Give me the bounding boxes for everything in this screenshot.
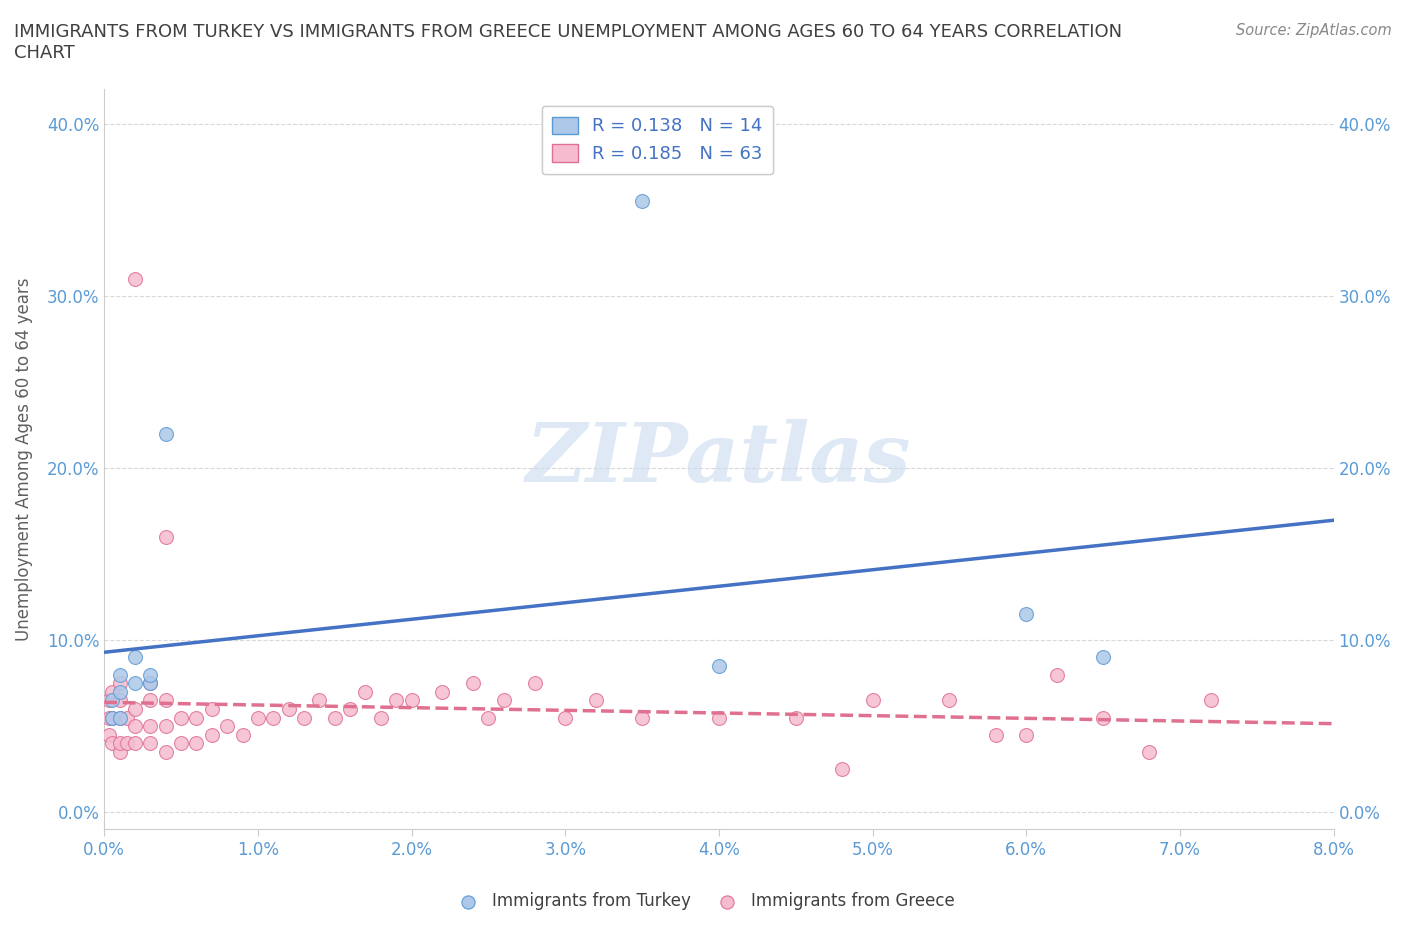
Text: Source: ZipAtlas.com: Source: ZipAtlas.com <box>1236 23 1392 38</box>
Point <box>339 701 361 716</box>
Point <box>1015 727 1038 742</box>
Point <box>155 719 177 734</box>
Point <box>186 736 208 751</box>
Point <box>354 684 377 699</box>
Point <box>155 529 177 544</box>
Point <box>101 711 124 725</box>
Point <box>139 719 162 734</box>
Point <box>246 711 269 725</box>
Point <box>232 727 254 742</box>
Point <box>323 711 346 725</box>
Point <box>97 693 120 708</box>
Point <box>155 426 177 441</box>
Point <box>385 693 408 708</box>
Point <box>862 693 884 708</box>
Point <box>1092 711 1115 725</box>
Point <box>97 711 120 725</box>
Point <box>108 676 131 691</box>
Point <box>108 711 131 725</box>
Point <box>117 736 139 751</box>
Point <box>170 736 193 751</box>
Point <box>1046 667 1069 682</box>
Point <box>108 745 131 760</box>
Point <box>262 711 284 725</box>
Point <box>124 272 146 286</box>
Point <box>155 693 177 708</box>
Legend: Immigrants from Turkey, Immigrants from Greece: Immigrants from Turkey, Immigrants from … <box>446 885 960 917</box>
Point <box>201 727 224 742</box>
Point <box>97 727 120 742</box>
Point <box>523 676 546 691</box>
Y-axis label: Unemployment Among Ages 60 to 64 years: Unemployment Among Ages 60 to 64 years <box>15 278 32 641</box>
Point <box>124 650 146 665</box>
Point <box>108 736 131 751</box>
Point <box>984 727 1007 742</box>
Point <box>1137 745 1160 760</box>
Point <box>108 693 131 708</box>
Point <box>108 667 131 682</box>
Point <box>277 701 299 716</box>
Point <box>217 719 239 734</box>
Point <box>477 711 499 725</box>
Point <box>401 693 423 708</box>
Point <box>785 711 807 725</box>
Point <box>938 693 960 708</box>
Point <box>201 701 224 716</box>
Point <box>432 684 454 699</box>
Point <box>186 711 208 725</box>
Point <box>1092 650 1115 665</box>
Point <box>139 676 162 691</box>
Legend: R = 0.138   N = 14, R = 0.185   N = 63: R = 0.138 N = 14, R = 0.185 N = 63 <box>541 106 773 174</box>
Point <box>124 736 146 751</box>
Point <box>707 658 730 673</box>
Point <box>1015 607 1038 622</box>
Point <box>139 667 162 682</box>
Point <box>101 693 124 708</box>
Point <box>292 711 315 725</box>
Point <box>554 711 576 725</box>
Point <box>831 762 853 777</box>
Point <box>170 711 193 725</box>
Point <box>108 684 131 699</box>
Text: ZIPatlas: ZIPatlas <box>526 419 911 499</box>
Point <box>117 711 139 725</box>
Point <box>139 693 162 708</box>
Point <box>124 676 146 691</box>
Point <box>461 676 484 691</box>
Text: IMMIGRANTS FROM TURKEY VS IMMIGRANTS FROM GREECE UNEMPLOYMENT AMONG AGES 60 TO 6: IMMIGRANTS FROM TURKEY VS IMMIGRANTS FRO… <box>14 23 1122 62</box>
Point <box>492 693 515 708</box>
Point <box>1199 693 1222 708</box>
Point <box>101 711 124 725</box>
Point <box>108 711 131 725</box>
Point <box>370 711 392 725</box>
Point <box>124 701 146 716</box>
Point <box>139 736 162 751</box>
Point <box>139 676 162 691</box>
Point <box>101 684 124 699</box>
Point <box>707 711 730 725</box>
Point <box>585 693 607 708</box>
Point <box>308 693 330 708</box>
Point <box>631 193 654 208</box>
Point <box>631 711 654 725</box>
Point <box>124 719 146 734</box>
Point <box>101 736 124 751</box>
Point <box>155 745 177 760</box>
